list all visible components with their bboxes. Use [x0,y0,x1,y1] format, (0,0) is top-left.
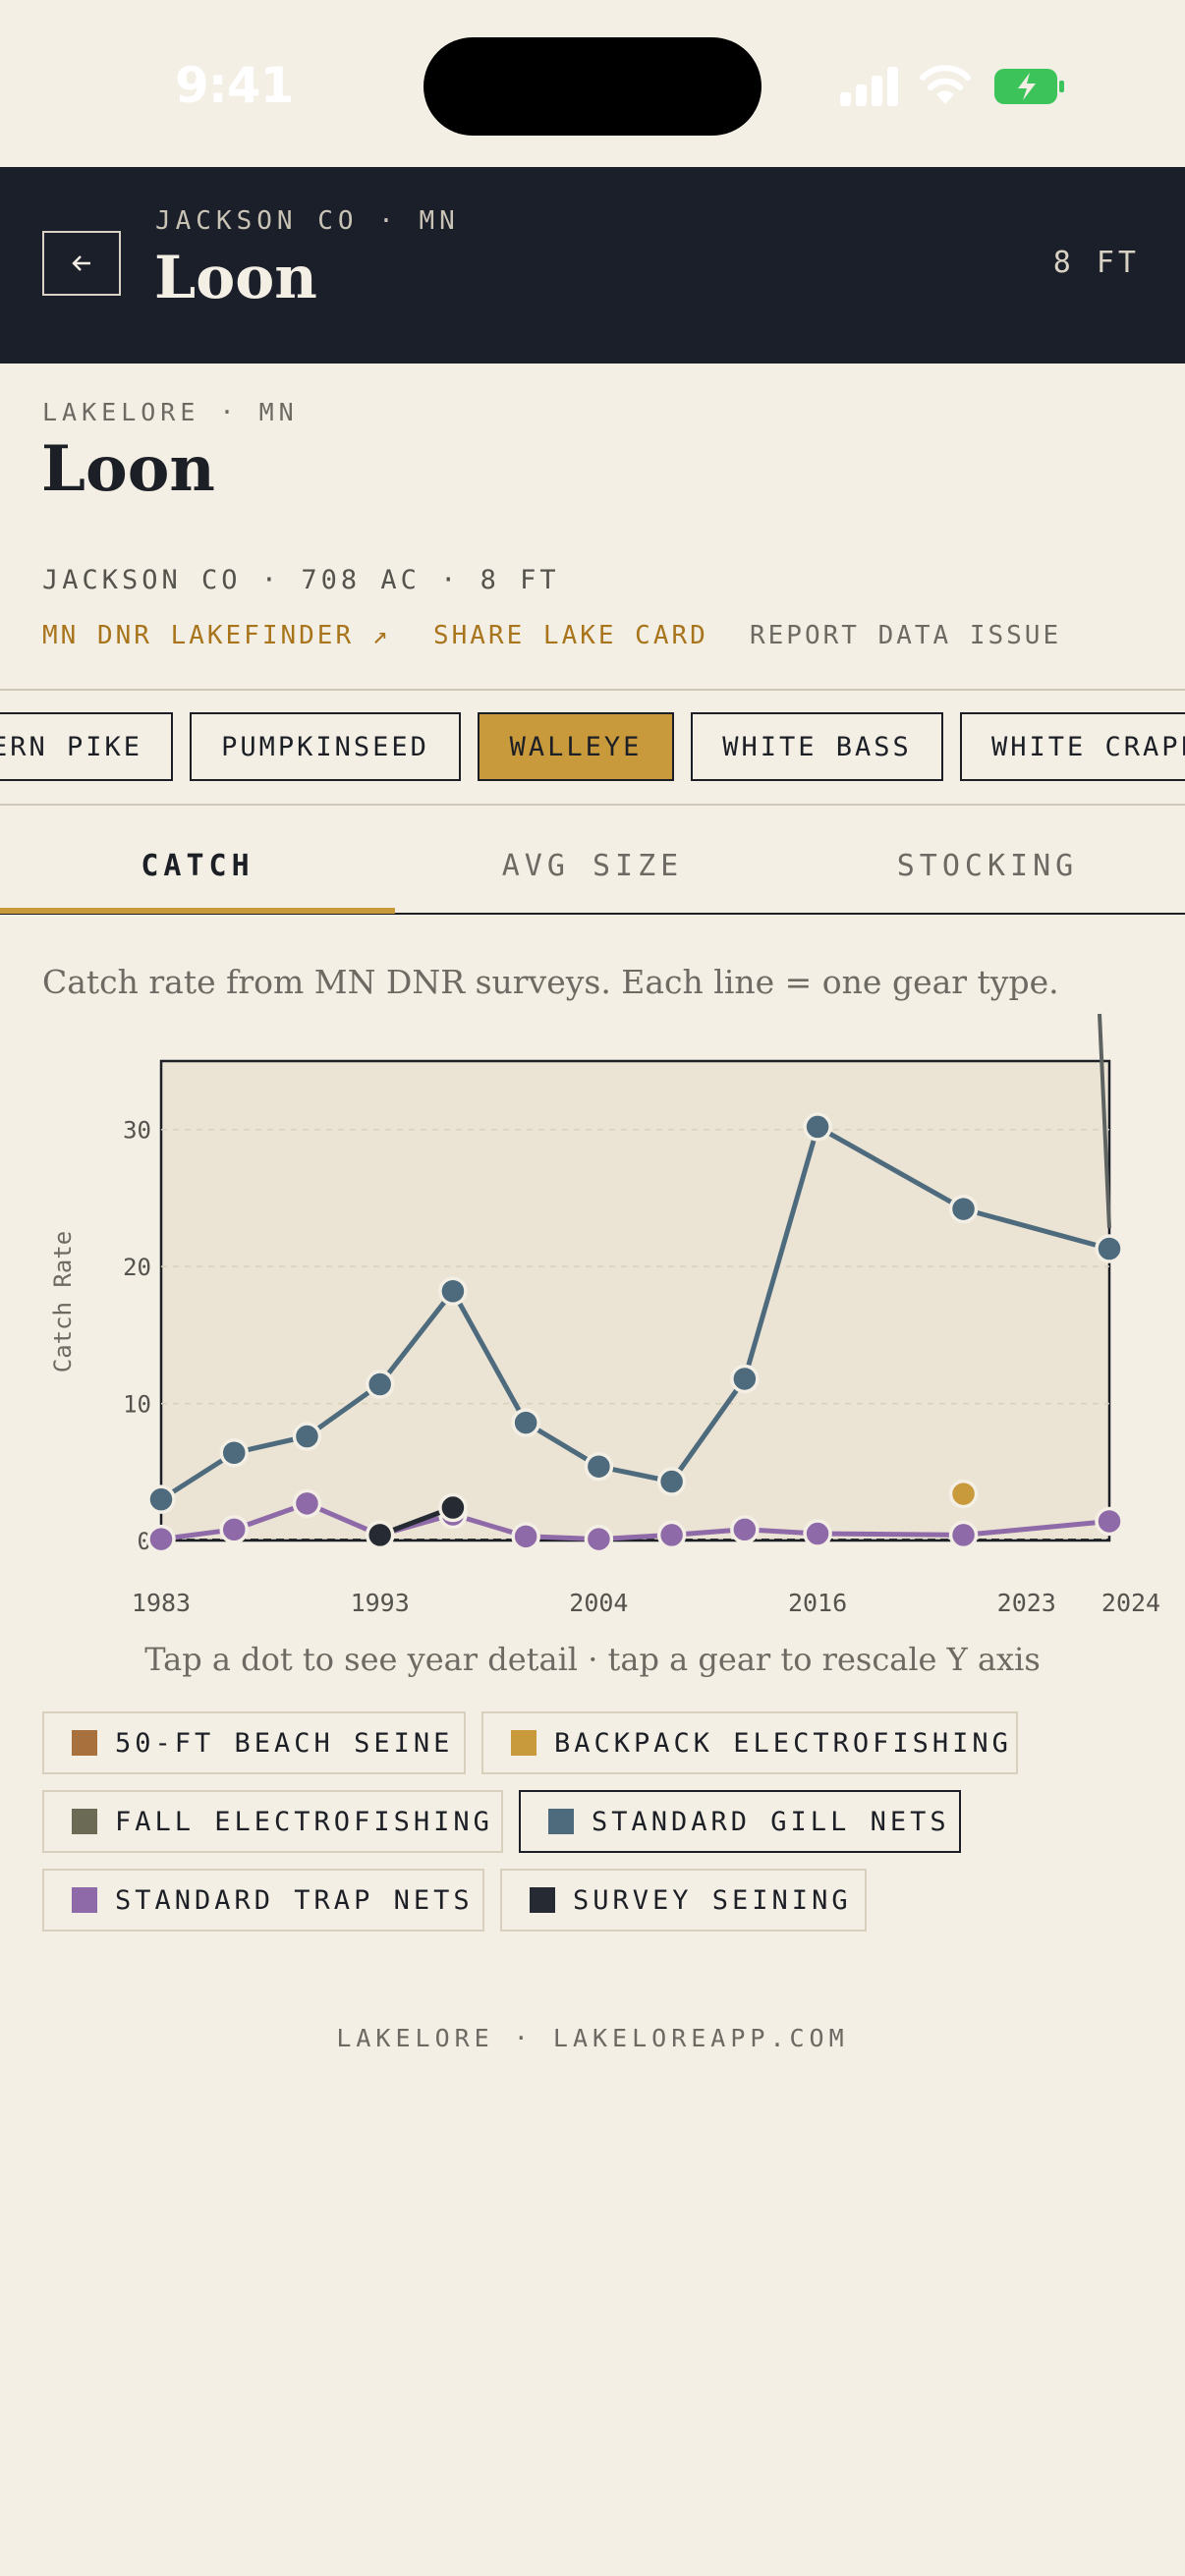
data-point-standard-trap-nets [292,1488,322,1519]
header-title: Loon [154,244,317,312]
data-point-standard-trap-nets [730,1515,760,1544]
header-subtitle: JACKSON CO · MN [155,206,460,236]
report-data-issue-link[interactable]: REPORT DATA ISSUE [750,621,1062,650]
legend-swatch [72,1730,97,1756]
data-point-standard-gill-nets [219,1438,249,1468]
data-point-survey-seining [365,1520,395,1550]
tab-avg-size[interactable]: AVG SIZE [501,848,684,883]
x-tick-label: 2023 [997,1589,1056,1617]
share-lake-card-link[interactable]: SHARE LAKE CARD [433,621,708,650]
wifi-icon [920,65,971,104]
legend-label: SURVEY SEINING [573,1884,852,1916]
active-tab-indicator [0,908,395,914]
tabs-baseline [0,913,1185,915]
data-point-standard-gill-nets [584,1451,614,1482]
status-bar: 9:41 [0,0,1185,167]
arrow-left-icon [72,255,90,271]
data-point-standard-gill-nets [656,1467,687,1496]
plot-area [159,1059,1111,1542]
legend-label: STANDARD GILL NETS [592,1806,950,1837]
species-chip-pumpkinseed[interactable]: PUMPKINSEED [190,712,461,781]
x-tick-label: 2024 [1101,1589,1160,1617]
header-depth: 8 FT [1052,246,1140,280]
data-point-standard-trap-nets [511,1522,540,1551]
y-tick-label: 30 [123,1117,151,1145]
data-point-standard-gill-nets [948,1194,979,1224]
lakefinder-link[interactable]: MN DNR LAKEFINDER ↗ [42,621,391,650]
legend-item-50-ft-beach-seine[interactable]: 50-FT BEACH SEINE [42,1711,466,1774]
brand-line: LAKELORE · MN [42,398,299,426]
data-point-standard-gill-nets [146,1484,176,1514]
legend-swatch [530,1887,555,1913]
dynamic-island [423,37,762,136]
x-tick-label: 1983 [132,1589,191,1617]
y-axis-label: Catch Rate [49,1231,77,1373]
legend-swatch [72,1887,97,1913]
series-line-fall-electrofishing [1098,1013,1111,1229]
y-tick-label: 20 [123,1254,151,1281]
legend-item-backpack-electrofishing[interactable]: BACKPACK ELECTROFISHING [481,1711,1018,1774]
legend-item-standard-gill-nets[interactable]: STANDARD GILL NETS [519,1790,961,1853]
divider [0,689,1185,691]
data-point-standard-gill-nets [1095,1234,1124,1263]
back-button[interactable] [42,231,121,296]
tab-catch[interactable]: CATCH [141,848,254,883]
legend-label: BACKPACK ELECTROFISHING [554,1727,1012,1759]
legend-swatch [511,1730,536,1756]
data-point-standard-trap-nets [219,1515,249,1544]
y-tick-label: 10 [123,1391,151,1419]
species-selector: ERN PIKE PUMPKINSEED WALLEYE WHITE BASS … [0,712,1185,783]
data-point-survey-seining [438,1492,468,1523]
data-point-standard-gill-nets [438,1276,468,1306]
footer: LAKELORE · LAKELOREAPP.COM [336,2024,849,2052]
x-tick-label: 2004 [569,1589,628,1617]
species-chip-white-bass[interactable]: WHITE BASS [691,712,943,781]
battery-charging-icon [994,69,1064,104]
data-point-standard-trap-nets [803,1519,832,1548]
cellular-signal-icon [840,65,901,106]
data-point-standard-gill-nets [803,1112,832,1142]
data-point-standard-gill-nets [365,1370,395,1399]
data-point-standard-trap-nets [656,1520,687,1550]
legend-item-standard-trap-nets[interactable]: STANDARD TRAP NETS [42,1869,484,1932]
species-chip-northern-pike[interactable]: ERN PIKE [0,712,173,781]
legend-label: FALL ELECTROFISHING [115,1806,493,1837]
data-point-standard-trap-nets [1095,1506,1124,1537]
legend-item-fall-electrofishing[interactable]: FALL ELECTROFISHING [42,1790,503,1853]
species-chip-walleye[interactable]: WALLEYE [478,712,674,781]
legend-swatch [548,1809,574,1834]
divider [0,804,1185,806]
page-title: Loon [41,432,215,506]
data-point-standard-gill-nets [292,1422,322,1451]
data-point-backpack-electrofishing [948,1479,979,1509]
metric-tabs: CATCH AVG SIZE STOCKING [0,817,1185,916]
legend-swatch [72,1809,97,1834]
chart-hint: Tap a dot to see year detail · tap a gea… [144,1641,1041,1678]
species-chip-white-crappie[interactable]: WHITE CRAPP [960,712,1185,781]
lake-meta: JACKSON CO · 708 AC · 8 FT [42,565,560,595]
tab-stocking[interactable]: STOCKING [896,848,1079,883]
chart-caption: Catch rate from MN DNR surveys. Each lin… [42,963,1059,1001]
data-point-standard-trap-nets [948,1520,979,1550]
data-point-standard-trap-nets [146,1524,176,1554]
data-point-standard-gill-nets [511,1408,540,1437]
legend-label: STANDARD TRAP NETS [115,1884,474,1916]
status-time: 9:41 [175,57,294,114]
x-tick-label: 1993 [351,1589,410,1617]
x-tick-label: 2016 [788,1589,847,1617]
legend-item-survey-seining[interactable]: SURVEY SEINING [500,1869,867,1932]
data-point-standard-gill-nets [730,1364,760,1394]
legend-label: 50-FT BEACH SEINE [115,1727,454,1759]
lake-header: JACKSON CO · MN Loon 8 FT [0,167,1185,364]
data-point-standard-trap-nets [584,1524,614,1554]
